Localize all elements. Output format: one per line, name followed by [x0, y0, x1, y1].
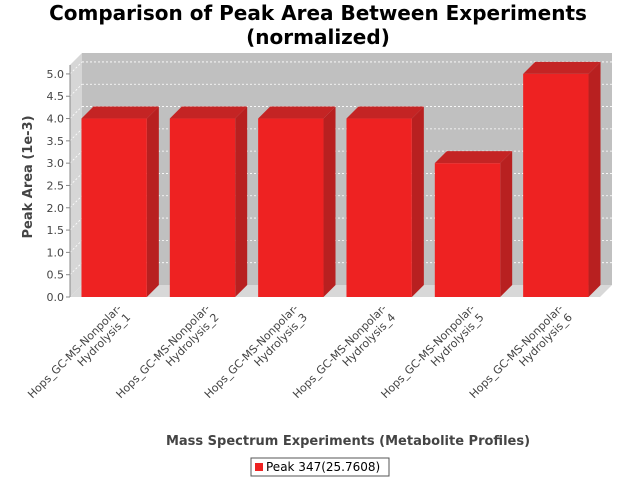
gridline-side: [69, 240, 83, 253]
gridline-side: [69, 83, 83, 97]
y-tick-label: 5.0: [47, 68, 65, 81]
bar-6: [523, 61, 601, 297]
bar-front: [81, 118, 147, 298]
bar-side: [323, 106, 336, 298]
y-tick-label: 3.0: [47, 157, 65, 170]
bar-2: [169, 106, 248, 298]
bar-top: [169, 106, 248, 119]
chart-title-line-1: Comparison of Peak Area Between Experime…: [49, 1, 587, 25]
legend: Peak 347(25.7608): [250, 457, 390, 477]
bar-top: [434, 151, 513, 164]
bar-front: [169, 118, 236, 298]
bar-front: [258, 118, 324, 298]
bar-side: [588, 61, 601, 297]
bar-3: [258, 106, 336, 298]
bar-side: [500, 151, 513, 297]
bar-5: [434, 151, 513, 297]
gridline-side: [69, 195, 83, 209]
y-tick-label: 0.5: [47, 269, 65, 282]
y-tick-label: 3.5: [47, 135, 65, 148]
legend-label: Peak 347(25.7608): [266, 460, 380, 474]
bar-front: [434, 163, 501, 297]
x-axis-label: Mass Spectrum Experiments (Metabolite Pr…: [166, 434, 530, 449]
gridline-side: [69, 128, 83, 142]
bar-front: [346, 118, 412, 298]
gridline-side: [69, 173, 83, 186]
plot-area: 0.00.51.01.52.02.53.03.54.04.55.0Hops_GC…: [25, 53, 612, 401]
gridline-side: [69, 106, 83, 119]
y-tick-label: 2.5: [47, 179, 65, 192]
y-tick-label: 4.0: [47, 113, 65, 126]
chart-title-line-2: (normalized): [246, 25, 390, 49]
bar-top: [523, 61, 601, 74]
gridline-side: [69, 150, 83, 164]
gridline-side: [69, 61, 83, 75]
bar-front: [523, 73, 589, 297]
y-tick-label: 2.0: [47, 202, 65, 215]
gridline-side: [69, 217, 83, 231]
bar-side: [411, 106, 424, 298]
legend-box: [250, 457, 390, 477]
legend-swatch: [255, 463, 263, 471]
plot-left-wall: [70, 53, 82, 297]
bar-top: [81, 106, 159, 119]
y-tick-label: 1.5: [47, 224, 65, 237]
y-tick-label: 4.5: [47, 90, 65, 103]
y-tick-label: 1.0: [47, 246, 65, 259]
gridline-side: [69, 262, 83, 275]
y-axis-label: Peak Area (1e-3): [21, 115, 36, 238]
bar-1: [81, 106, 159, 298]
bar-top: [258, 106, 336, 119]
bar-4: [346, 106, 424, 298]
bar-side: [235, 106, 248, 298]
chart-title: Comparison of Peak Area Between Experime…: [49, 1, 587, 49]
y-tick-label: 0.0: [47, 291, 65, 304]
bar-side: [146, 106, 159, 298]
bar-top: [346, 106, 424, 119]
